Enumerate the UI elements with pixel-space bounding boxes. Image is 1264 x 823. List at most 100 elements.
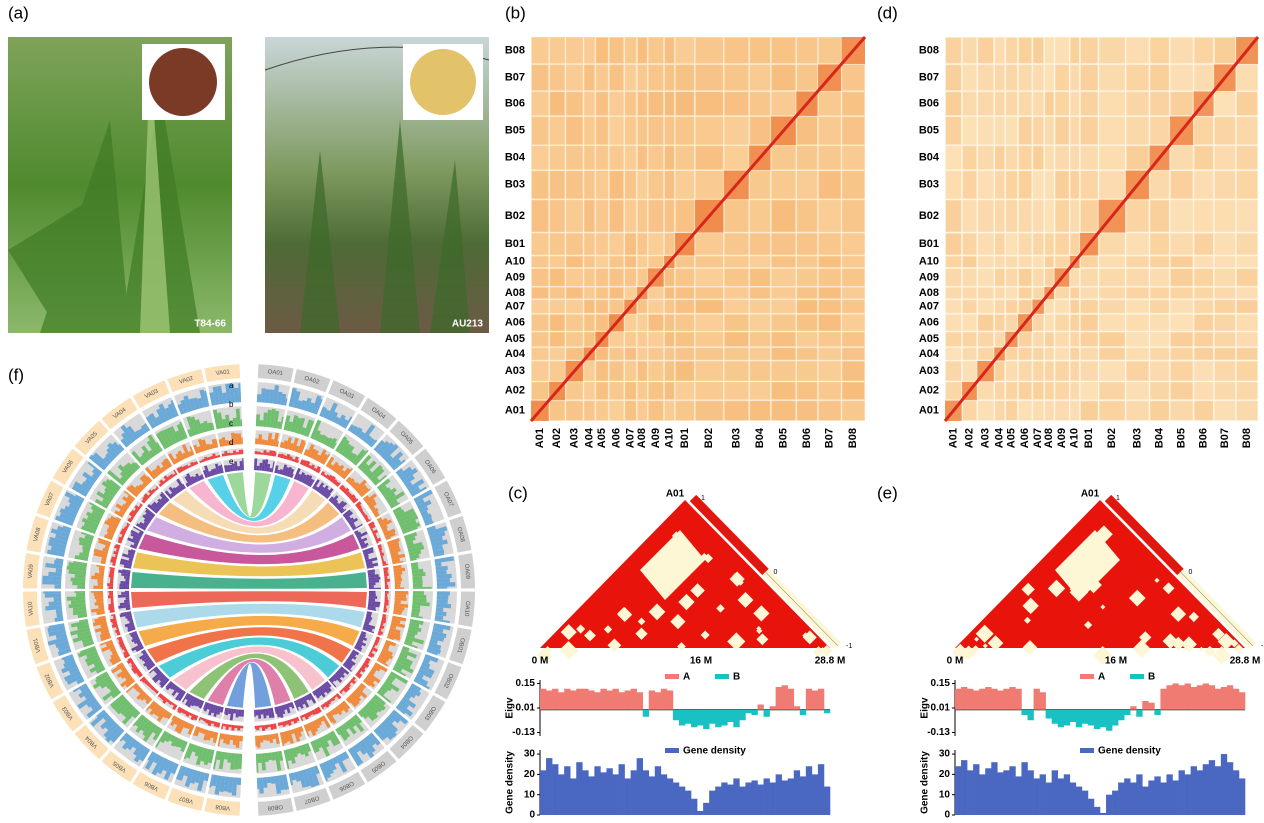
column-label: B08 — [1241, 428, 1253, 448]
heatmap-block — [1006, 362, 1017, 381]
heatmap-block — [610, 362, 623, 381]
eigv-bar — [564, 689, 570, 710]
track-signal — [108, 595, 113, 598]
heatmap-block — [696, 288, 723, 298]
chromosome-name: VA10 — [28, 601, 35, 616]
heatmap-block — [566, 288, 582, 298]
track-signal — [413, 595, 426, 599]
eigv-bar — [1088, 710, 1094, 726]
heatmap-block — [963, 333, 976, 347]
density-bar — [973, 764, 979, 815]
row-label: A06 — [919, 317, 939, 329]
heatmap-block — [1215, 315, 1235, 331]
heatmap-block — [1081, 382, 1098, 399]
heatmap-block — [842, 269, 864, 286]
heatmap-block — [696, 117, 723, 144]
heatmap-block — [1019, 65, 1031, 90]
heatmap-block — [772, 382, 795, 399]
track-signal — [54, 597, 62, 601]
row-label: A07 — [505, 300, 525, 312]
heatmap-block — [1100, 38, 1125, 63]
heatmap-block — [649, 257, 663, 267]
eigv-bar — [588, 691, 594, 710]
density-bar — [1130, 783, 1136, 816]
heatmap-block — [750, 315, 770, 331]
row-label: A06 — [505, 317, 525, 329]
heatmap-block — [1071, 362, 1079, 381]
heatmap-block — [750, 117, 770, 144]
panel-label: (c) — [508, 483, 528, 502]
track-signal — [383, 608, 387, 611]
heatmap-block — [963, 362, 976, 381]
heatmap-block — [1100, 315, 1125, 331]
heatmap-block — [1195, 117, 1213, 144]
heatmap-block — [725, 146, 748, 169]
heatmap-block — [819, 146, 841, 169]
density-bar — [985, 768, 991, 815]
column-label: A06 — [610, 428, 622, 448]
heatmap-block — [625, 117, 636, 144]
heatmap-block — [842, 288, 864, 298]
heatmap-block — [1237, 65, 1257, 90]
density-bar — [1034, 778, 1040, 815]
heatmap-block — [1071, 333, 1079, 347]
column-label: B01 — [679, 428, 691, 448]
track-signal — [93, 586, 103, 589]
heatmap-block — [978, 65, 993, 90]
bar-tick-label: 1 — [701, 495, 705, 502]
density-bar — [745, 783, 751, 816]
eigv-bar — [776, 687, 782, 710]
heatmap-block — [1150, 348, 1168, 360]
heatmap-block — [1237, 171, 1257, 198]
heatmap-block — [842, 315, 864, 331]
heatmap-block — [1081, 348, 1098, 360]
heatmap-block — [842, 257, 864, 267]
heatmap-block — [797, 38, 817, 63]
column-label: A02 — [551, 428, 563, 448]
heatmap-block — [596, 300, 608, 313]
heatmap-block — [772, 257, 795, 267]
y-tick-label: 30 — [939, 749, 951, 760]
heatmap-block — [1033, 348, 1043, 360]
track-signal — [437, 578, 450, 583]
track-signal — [74, 591, 85, 593]
heatmap-block — [1215, 38, 1235, 63]
heatmap-block — [1127, 65, 1149, 90]
density-bar — [1154, 776, 1160, 815]
density-bar — [739, 787, 745, 815]
row-label: B08 — [505, 44, 525, 56]
heatmap-block — [1055, 200, 1068, 231]
heatmap-block — [1127, 348, 1149, 360]
heatmap-block — [1033, 65, 1043, 90]
heatmap-block — [566, 348, 582, 360]
heatmap-block — [1237, 146, 1257, 169]
heatmap-block — [584, 65, 594, 90]
density-bar — [776, 774, 782, 815]
eigv-bar — [691, 710, 697, 728]
eigv-bar — [709, 710, 715, 724]
heatmap-block — [638, 348, 647, 360]
heatmap-block — [963, 348, 976, 360]
heatmap-block — [797, 171, 817, 198]
heatmap-block — [1006, 146, 1017, 169]
heatmap-block — [566, 269, 582, 286]
heatmap-block — [819, 333, 841, 347]
heatmap-block — [1171, 234, 1193, 255]
heatmap-block — [1150, 401, 1168, 420]
eigv-bar — [1040, 692, 1046, 710]
density-bar — [600, 772, 606, 815]
track-signal — [385, 588, 389, 589]
heatmap-block — [1006, 300, 1017, 313]
density-bar — [1185, 774, 1191, 815]
density-bar — [812, 774, 818, 815]
heatmap-block — [676, 300, 694, 313]
heatmap-block — [665, 300, 674, 313]
heatmap-block — [819, 117, 841, 144]
density-bar — [961, 760, 967, 815]
eigv-bar — [739, 710, 745, 721]
legend-swatch — [665, 748, 679, 753]
heatmap-block — [1237, 92, 1257, 115]
heatmap-block — [1045, 269, 1053, 286]
heatmap-block — [610, 200, 623, 231]
eigv-bar — [1166, 685, 1172, 710]
